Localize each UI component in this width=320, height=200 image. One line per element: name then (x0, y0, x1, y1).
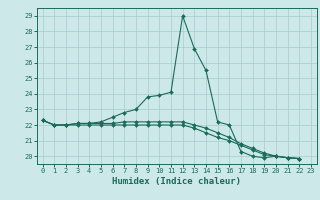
X-axis label: Humidex (Indice chaleur): Humidex (Indice chaleur) (112, 177, 241, 186)
